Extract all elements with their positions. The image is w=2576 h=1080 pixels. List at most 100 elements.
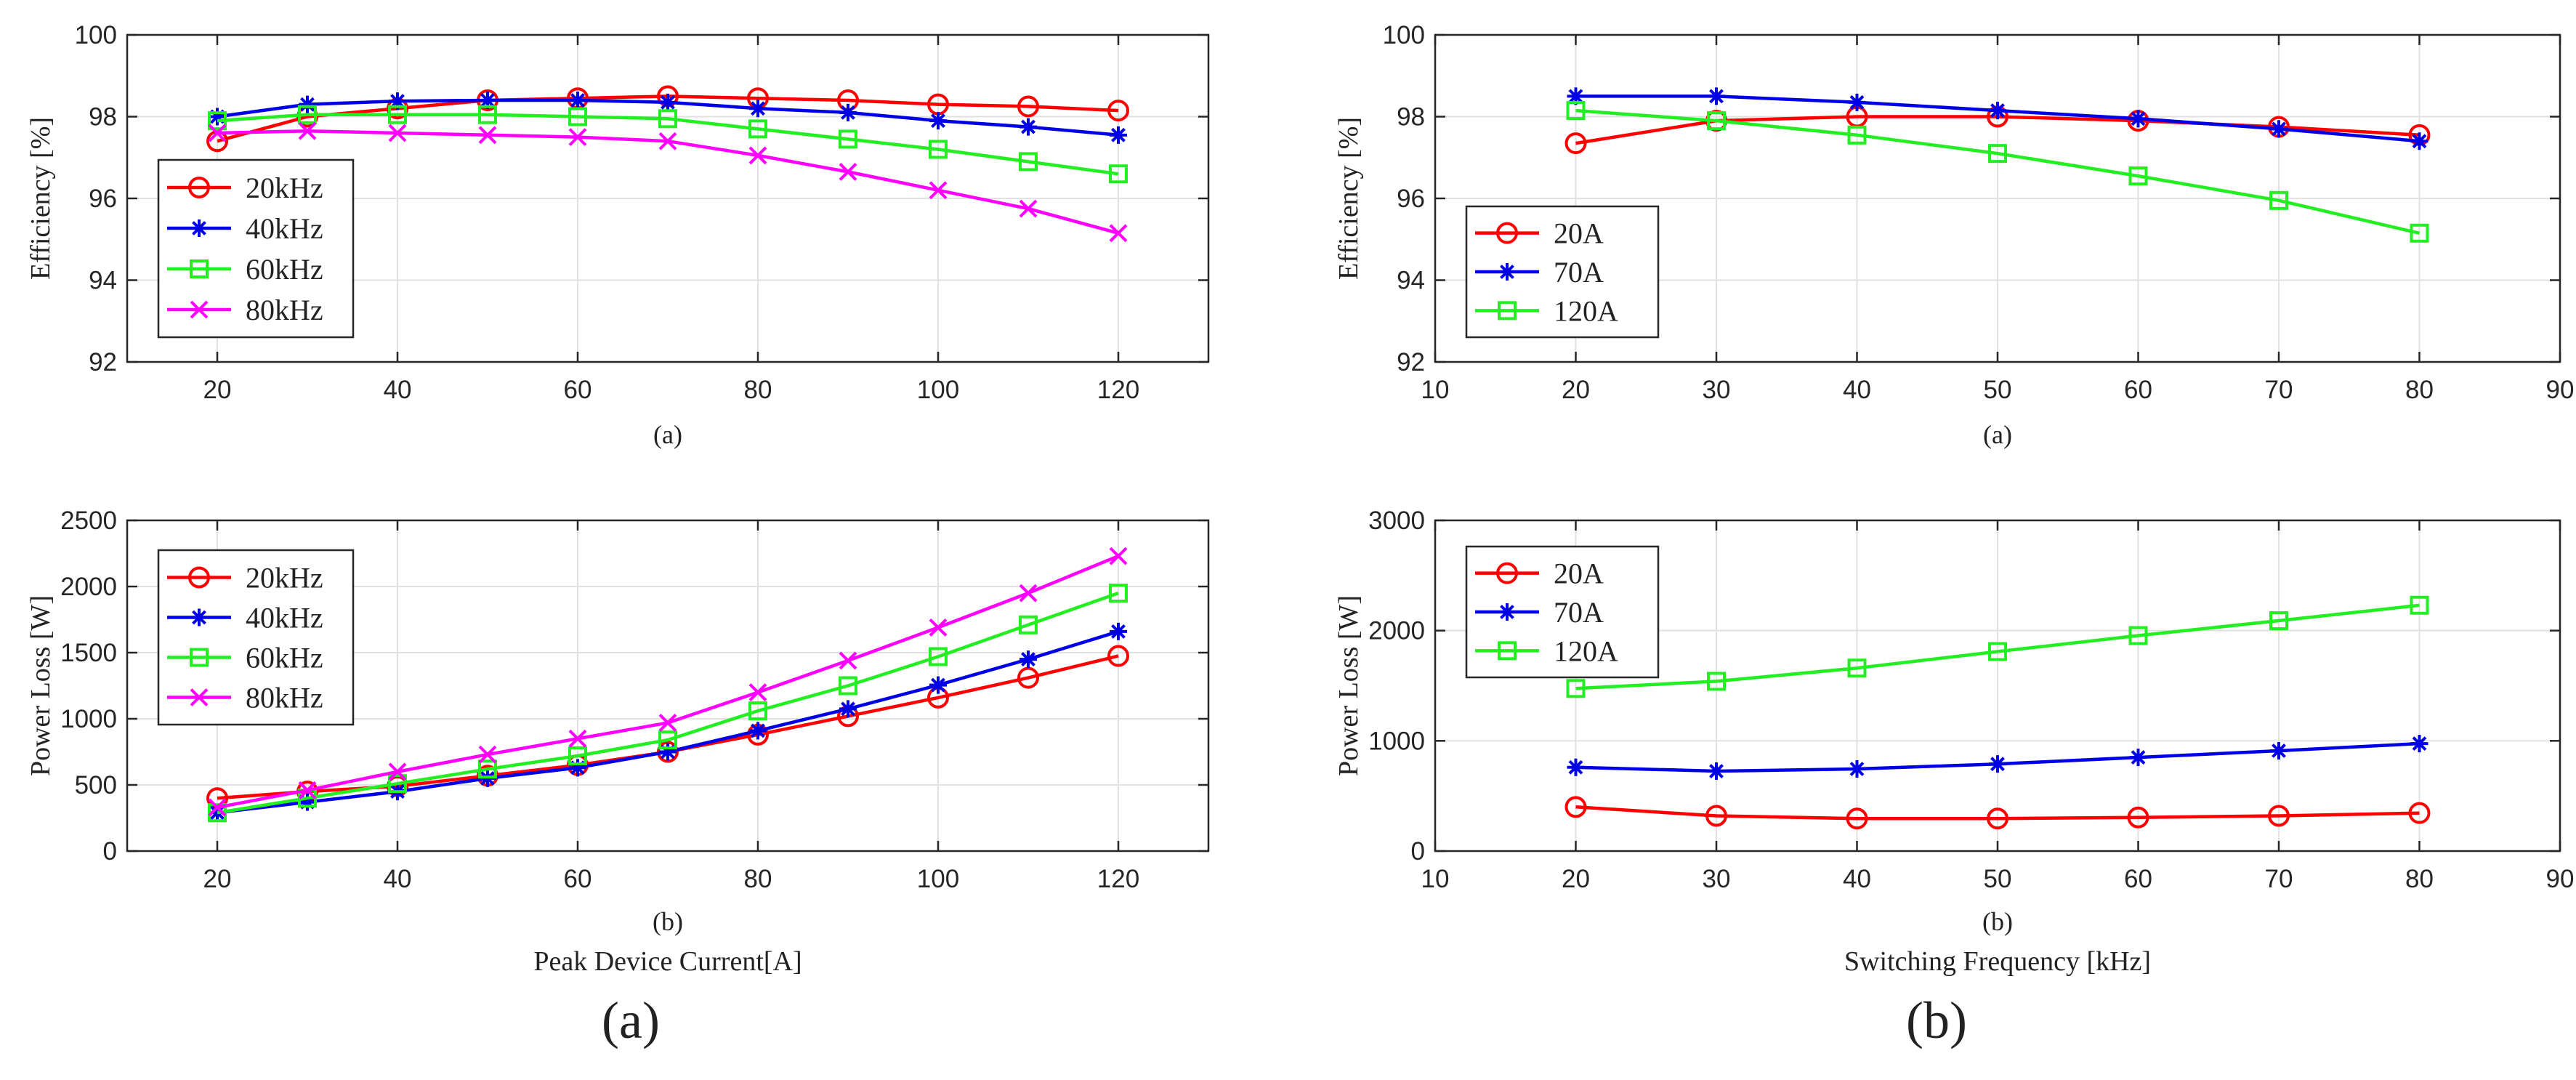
data-point-80kHz <box>568 729 587 748</box>
x-tick-label: 120 <box>1097 865 1139 893</box>
x-tick-label: 20 <box>1562 376 1590 404</box>
y-tick-label: 96 <box>1397 185 1425 213</box>
legend-label: 20A <box>1554 217 1604 250</box>
data-point-80kHz <box>658 132 677 150</box>
data-point-60kHz <box>568 107 587 126</box>
series-40kHz <box>209 92 1127 144</box>
data-point-80kHz <box>388 762 407 781</box>
data-point-70A <box>2129 749 2147 767</box>
x-tick-label: 20 <box>203 376 232 404</box>
data-point-20A <box>1564 796 1587 818</box>
data-point-120A <box>2128 626 2148 645</box>
data-point-60kHz <box>658 109 677 129</box>
figure-caption-left: (a) <box>602 991 660 1049</box>
legend-label: 120A <box>1554 634 1618 667</box>
x-tick-label: 30 <box>1703 865 1731 893</box>
y-tick-label: 2500 <box>60 507 117 535</box>
data-point-40kHz <box>569 92 586 109</box>
data-point-60kHz <box>1019 152 1038 172</box>
legend-label: 20A <box>1554 557 1604 590</box>
series-line-60kHz <box>217 591 1119 815</box>
x-tick-label: 70 <box>2265 865 2293 893</box>
x-tick-label: 60 <box>564 865 592 893</box>
data-point-80kHz <box>1109 547 1128 565</box>
data-point-60kHz <box>298 105 317 124</box>
legend-label: 20kHz <box>246 562 323 595</box>
data-point-70A <box>1848 760 1866 778</box>
series-20A <box>1564 796 2431 830</box>
legend-swatch-marker <box>190 219 208 237</box>
data-point-60kHz <box>478 105 497 124</box>
data-point-60kHz <box>929 647 948 666</box>
data-point-70A <box>1567 87 1585 105</box>
y-axis-label: Efficiency [%] <box>25 117 56 280</box>
series-70A <box>1567 87 2428 150</box>
data-point-120A <box>1566 679 1586 698</box>
series-60kHz <box>208 105 1128 184</box>
x-tick-label: 80 <box>2405 865 2434 893</box>
data-point-80kHz <box>658 714 677 732</box>
legend-swatch-marker <box>1496 562 1518 584</box>
data-point-80kHz <box>478 126 497 145</box>
data-point-80kHz <box>1019 584 1038 603</box>
x-tick-label: 10 <box>1421 376 1450 404</box>
data-point-60kHz <box>208 111 227 131</box>
data-point-40kHz <box>929 112 947 130</box>
y-tick-label: 0 <box>103 837 117 866</box>
series-line-120A <box>1575 603 2420 690</box>
legend-swatch-marker <box>188 566 210 589</box>
legend-swatch-marker <box>1498 263 1516 281</box>
legend-swatch-marker <box>1496 222 1518 244</box>
data-point-120A <box>1847 658 1867 678</box>
x-tick-label: 40 <box>1843 376 1871 404</box>
data-point-40kHz <box>1110 622 1127 640</box>
subplot-caption: (b) <box>1982 907 2013 936</box>
legend-label: 60kHz <box>246 642 323 674</box>
data-point-20A <box>1564 132 1587 155</box>
data-point-80kHz <box>388 124 407 142</box>
y-tick-label: 1000 <box>1368 727 1425 755</box>
data-point-120A <box>2269 611 2288 631</box>
data-point-70A <box>1708 87 1725 105</box>
y-tick-label: 0 <box>1411 837 1425 866</box>
legend-swatch-marker <box>1498 641 1517 661</box>
data-point-80kHz <box>748 146 767 165</box>
y-axis-label: Efficiency [%] <box>1333 117 1364 280</box>
data-point-40kHz <box>749 722 767 740</box>
data-point-40kHz <box>659 743 677 761</box>
y-tick-label: 1000 <box>60 705 117 733</box>
data-point-60kHz <box>388 105 407 124</box>
data-point-80kHz <box>929 181 948 200</box>
legend-label: 70A <box>1554 596 1604 629</box>
subplot-caption: (a) <box>653 420 682 449</box>
x-tick-label: 40 <box>384 376 412 404</box>
data-point-120A <box>1566 101 1586 121</box>
chart-top-left: 20 40 60 80 100 120 92 94 96 98 100 Efficiency [%] (… <box>25 21 1210 449</box>
legend-swatch-marker <box>190 688 209 706</box>
data-point-40kHz <box>209 804 226 822</box>
data-point-40kHz <box>1020 650 1037 669</box>
x-tick-label: 10 <box>1421 865 1450 893</box>
data-point-60kHz <box>1109 584 1128 603</box>
subplot-caption: (b) <box>653 907 683 936</box>
data-point-80kHz <box>748 683 767 702</box>
data-point-120A <box>1707 111 1726 131</box>
data-point-60kHz <box>658 730 677 750</box>
data-point-40kHz <box>1020 118 1037 136</box>
y-tick-label: 94 <box>1397 267 1425 295</box>
x-tick-label: 90 <box>2546 865 2575 893</box>
data-point-70A <box>1567 758 1585 776</box>
data-point-20A <box>1987 807 2008 830</box>
y-tick-label: 100 <box>75 21 117 49</box>
series-line-120A <box>1575 108 2420 235</box>
y-tick-label: 92 <box>1397 348 1425 376</box>
x-tick-label: 60 <box>2124 376 2152 404</box>
legend: 20A 70A 120A <box>1465 545 1660 679</box>
data-point-70A <box>1989 755 2006 773</box>
series-80kHz <box>208 547 1128 817</box>
data-point-60kHz <box>568 746 587 765</box>
data-point-20kHz <box>657 741 679 763</box>
legend-label: 20kHz <box>246 172 323 204</box>
data-point-80kHz <box>478 745 497 764</box>
